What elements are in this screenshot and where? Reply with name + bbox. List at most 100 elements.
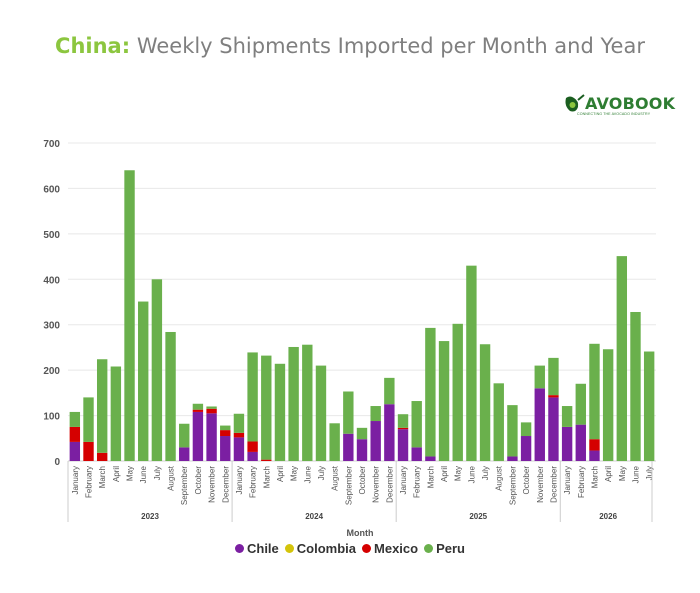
bar-peru bbox=[165, 331, 176, 461]
x-tick-label: April bbox=[276, 466, 285, 482]
bar-mexico bbox=[247, 441, 258, 452]
legend-item-chile: Chile bbox=[234, 541, 279, 556]
bar-peru bbox=[438, 341, 450, 461]
bar-peru bbox=[192, 403, 204, 410]
bar-peru bbox=[288, 346, 299, 461]
x-tick-label: July bbox=[317, 466, 326, 480]
legend-label: Mexico bbox=[374, 541, 419, 556]
bar-chile bbox=[411, 447, 422, 461]
bar-peru bbox=[151, 279, 163, 461]
y-tick-label: 600 bbox=[43, 184, 60, 195]
logo-wordmark: AVOBOOK bbox=[585, 94, 676, 113]
bar-peru bbox=[643, 351, 655, 461]
bar-peru bbox=[356, 427, 368, 440]
x-tick-label: May bbox=[454, 466, 463, 481]
bar-chile bbox=[425, 456, 436, 461]
bar-mexico bbox=[589, 439, 600, 451]
bar-peru bbox=[315, 365, 327, 461]
x-tick-label: November bbox=[536, 466, 545, 503]
bar-peru bbox=[302, 344, 313, 461]
x-tick-label: July bbox=[645, 466, 654, 480]
bar-peru bbox=[493, 383, 504, 461]
avobook-logo: AVOBOOK CONNECTING THE AVOCADO INDUSTRY bbox=[563, 94, 675, 116]
x-tick-label: July bbox=[481, 466, 490, 480]
bar-peru bbox=[247, 352, 258, 442]
legend-item-peru: Peru bbox=[424, 541, 465, 556]
bar-peru bbox=[261, 355, 272, 460]
legend-label: Colombia bbox=[296, 541, 357, 556]
y-tick-label: 300 bbox=[43, 321, 60, 332]
bar-peru bbox=[534, 365, 545, 389]
bar-chile bbox=[356, 439, 368, 461]
bar-chile bbox=[507, 456, 518, 461]
bar-chile bbox=[192, 411, 204, 461]
x-tick-label: June bbox=[467, 465, 476, 483]
bar-peru bbox=[343, 391, 354, 434]
bar-peru bbox=[616, 256, 628, 461]
bar-chile bbox=[561, 426, 573, 461]
legend-label: Peru bbox=[436, 541, 465, 556]
x-tick-label: December bbox=[385, 466, 394, 503]
bar-peru bbox=[466, 265, 477, 461]
bar-mexico bbox=[548, 395, 559, 398]
x-tick-label: August bbox=[495, 465, 504, 491]
x-tick-label: January bbox=[399, 466, 408, 494]
bar-peru bbox=[397, 414, 409, 428]
bar-chile bbox=[69, 441, 81, 461]
x-tick-label: February bbox=[249, 466, 258, 498]
x-tick-label: November bbox=[372, 466, 381, 503]
bar-chile bbox=[534, 388, 545, 461]
bar-peru bbox=[561, 406, 573, 427]
avocado-icon bbox=[565, 94, 585, 112]
legend: Chile Colombia Mexico Peru bbox=[0, 541, 700, 556]
x-tick-label: November bbox=[208, 466, 217, 503]
x-tick-label: May bbox=[126, 466, 135, 481]
bar-peru bbox=[69, 411, 81, 427]
year-label: 2025 bbox=[469, 512, 487, 521]
bar-chile bbox=[343, 433, 354, 461]
legend-swatch bbox=[362, 544, 372, 553]
bar-chile bbox=[589, 450, 600, 461]
bar-peru bbox=[96, 359, 108, 453]
x-tick-label: June bbox=[303, 465, 312, 483]
year-label: 2023 bbox=[141, 512, 159, 521]
bar-chile bbox=[206, 413, 217, 461]
legend-item-mexico: Mexico bbox=[362, 541, 418, 556]
bar-peru bbox=[507, 405, 518, 457]
chart-title: China: Weekly Shipments Imported per Mon… bbox=[0, 34, 700, 58]
bar-chile bbox=[520, 436, 532, 461]
bar-mexico bbox=[233, 432, 245, 438]
y-tick-label: 500 bbox=[43, 230, 60, 241]
year-label: 2024 bbox=[305, 512, 323, 521]
x-tick-label: April bbox=[440, 466, 449, 482]
x-tick-label: February bbox=[85, 466, 94, 498]
legend-swatch bbox=[284, 544, 294, 553]
bar-peru bbox=[179, 423, 190, 448]
bar-chile bbox=[247, 451, 258, 461]
x-tick-label: June bbox=[631, 465, 640, 483]
x-tick-label: September bbox=[180, 466, 189, 505]
bar-mexico bbox=[220, 430, 231, 437]
chart-title-highlight: China: bbox=[55, 34, 131, 58]
bar-mexico bbox=[206, 408, 217, 414]
bar-peru bbox=[138, 301, 149, 461]
bar-chile bbox=[370, 421, 381, 461]
bar-peru bbox=[411, 401, 422, 448]
x-tick-label: September bbox=[344, 466, 353, 505]
legend-swatch bbox=[234, 544, 244, 553]
y-tick-label: 100 bbox=[43, 412, 60, 423]
x-tick-label: March bbox=[262, 466, 271, 488]
bar-peru bbox=[83, 397, 94, 442]
x-tick-label: February bbox=[577, 466, 586, 498]
bar-chile bbox=[233, 437, 245, 461]
x-tick-label: December bbox=[221, 466, 230, 503]
x-tick-label: June bbox=[139, 465, 148, 483]
x-tick-label: March bbox=[590, 466, 599, 488]
legend-swatch bbox=[424, 544, 434, 553]
x-tick-label: September bbox=[508, 466, 517, 505]
x-axis-label: Month bbox=[347, 528, 374, 538]
bar-chile bbox=[220, 436, 231, 461]
bar-mexico bbox=[261, 459, 272, 461]
legend-item-colombia: Colombia bbox=[284, 541, 357, 556]
bar-peru bbox=[630, 311, 641, 461]
